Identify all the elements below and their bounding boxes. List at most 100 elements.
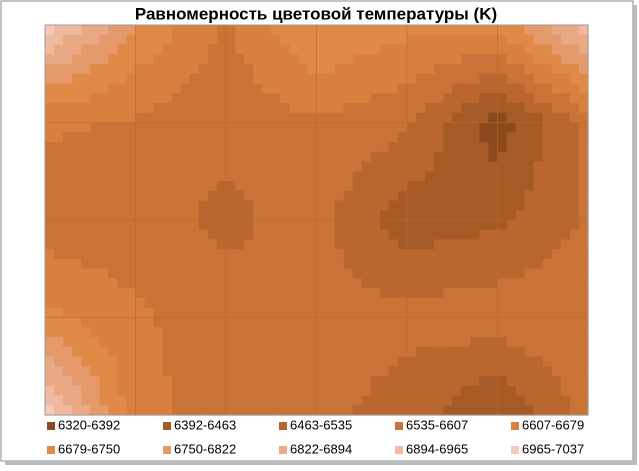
contour-patch bbox=[307, 93, 318, 104]
contour-patch bbox=[407, 54, 417, 65]
contour-patch bbox=[461, 337, 471, 348]
contour-patch bbox=[578, 73, 589, 85]
contour-patch bbox=[379, 278, 390, 289]
contour-patch bbox=[280, 366, 290, 377]
legend-label: 6750-6822 bbox=[174, 441, 236, 456]
contour-patch bbox=[479, 64, 490, 75]
contour-patch bbox=[316, 259, 327, 270]
contour-patch bbox=[289, 190, 299, 202]
contour-patch bbox=[461, 171, 471, 182]
contour-patch bbox=[343, 366, 354, 377]
contour-patch bbox=[298, 132, 309, 143]
contour-patch bbox=[162, 190, 173, 202]
contour-patch bbox=[497, 239, 508, 250]
contour-patch bbox=[171, 395, 182, 406]
contour-patch bbox=[397, 73, 408, 85]
contour-patch bbox=[54, 220, 64, 231]
contour-patch bbox=[343, 200, 354, 211]
contour-patch bbox=[244, 181, 254, 192]
contour-patch bbox=[569, 337, 580, 348]
contour-patch bbox=[45, 327, 55, 338]
contour-patch bbox=[515, 337, 526, 348]
contour-patch bbox=[452, 239, 462, 250]
contour-patch bbox=[425, 132, 435, 143]
contour-patch bbox=[416, 161, 426, 172]
contour-patch bbox=[461, 44, 471, 55]
contour-patch bbox=[506, 161, 517, 172]
contour-patch bbox=[198, 395, 209, 406]
contour-patch bbox=[334, 405, 345, 416]
contour-patch bbox=[117, 64, 128, 75]
contour-patch bbox=[162, 171, 173, 182]
contour-patch bbox=[162, 200, 173, 211]
contour-patch bbox=[63, 122, 73, 133]
chart-title: Равномерность цветовой температуры (K) bbox=[135, 4, 497, 23]
contour-patch bbox=[361, 327, 372, 338]
contour-patch bbox=[108, 54, 118, 65]
contour-patch bbox=[108, 73, 118, 85]
contour-patch bbox=[162, 229, 173, 241]
contour-patch bbox=[416, 25, 426, 36]
contour-patch bbox=[434, 385, 444, 397]
contour-patch bbox=[325, 259, 336, 270]
contour-patch bbox=[388, 395, 399, 406]
contour-patch bbox=[90, 83, 100, 94]
contour-patch bbox=[515, 210, 526, 221]
contour-patch bbox=[189, 112, 200, 124]
contour-patch bbox=[162, 288, 173, 299]
contour-patch bbox=[479, 181, 490, 192]
contour-patch bbox=[54, 376, 64, 387]
contour-patch bbox=[379, 122, 390, 133]
contour-patch bbox=[316, 385, 327, 397]
contour-patch bbox=[316, 229, 327, 241]
contour-patch bbox=[117, 132, 128, 143]
contour-patch bbox=[569, 64, 580, 75]
contour-patch bbox=[434, 200, 444, 211]
contour-patch bbox=[198, 64, 209, 75]
contour-cell bbox=[316, 25, 408, 124]
contour-patch bbox=[425, 405, 435, 416]
contour-patch bbox=[497, 44, 508, 55]
contour-patch bbox=[108, 298, 118, 309]
contour-patch bbox=[370, 395, 381, 406]
contour-patch bbox=[180, 161, 191, 172]
contour-patch bbox=[488, 268, 499, 280]
contour-patch bbox=[235, 151, 245, 163]
contour-patch bbox=[388, 190, 399, 202]
contour-patch bbox=[81, 44, 91, 55]
contour-patch bbox=[108, 229, 118, 241]
contour-patch bbox=[416, 151, 426, 163]
contour-patch bbox=[479, 346, 490, 358]
contour-patch bbox=[117, 171, 128, 182]
contour-patch bbox=[126, 181, 137, 192]
contour-patch bbox=[488, 395, 499, 406]
contour-patch bbox=[216, 64, 227, 75]
contour-patch bbox=[54, 190, 64, 202]
contour-patch bbox=[271, 405, 281, 416]
contour-patch bbox=[235, 54, 245, 65]
contour-patch bbox=[425, 151, 435, 163]
contour-patch bbox=[117, 239, 128, 250]
contour-patch bbox=[443, 132, 453, 143]
contour-patch bbox=[569, 385, 580, 397]
contour-patch bbox=[551, 366, 562, 377]
contour-patch bbox=[533, 200, 544, 211]
contour-patch bbox=[244, 34, 254, 46]
contour-patch bbox=[343, 64, 354, 75]
contour-patch bbox=[207, 142, 218, 153]
contour-patch bbox=[470, 44, 480, 55]
contour-patch bbox=[515, 405, 526, 416]
contour-patch bbox=[63, 278, 73, 289]
contour-patch bbox=[235, 268, 245, 280]
contour-patch bbox=[45, 239, 55, 250]
contour-patch bbox=[569, 54, 580, 65]
contour-patch bbox=[470, 288, 480, 299]
contour-patch bbox=[452, 307, 462, 319]
contour-patch bbox=[289, 220, 299, 231]
contour-patch bbox=[452, 356, 462, 367]
contour-patch bbox=[262, 395, 272, 406]
contour-patch bbox=[126, 93, 137, 104]
contour-patch bbox=[72, 259, 82, 270]
contour-patch bbox=[578, 346, 589, 358]
contour-patch bbox=[542, 54, 553, 65]
